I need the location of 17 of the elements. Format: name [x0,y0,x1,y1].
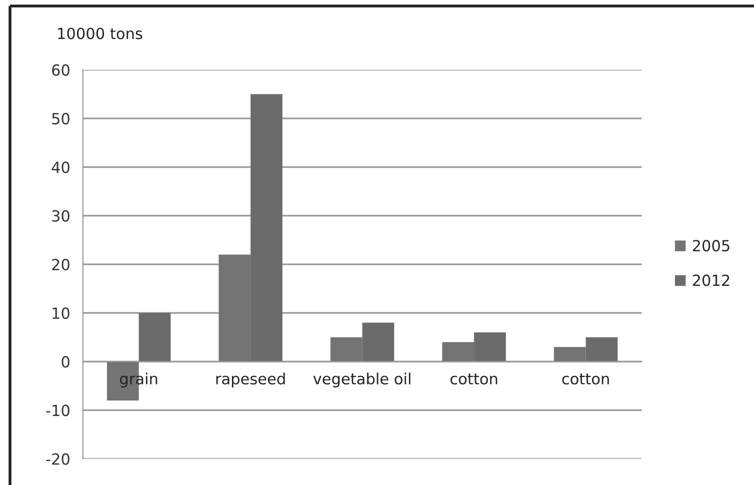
y-tick-label: -10 [46,404,70,416]
y-tick-label: 20 [52,258,70,270]
y-tick-label: 60 [52,64,70,76]
y-tick-label: 50 [52,112,70,124]
bar [138,312,171,362]
legend-label: 2005 [692,240,730,252]
y-tick-label: -20 [46,453,70,465]
x-tick-label: rapeseed [216,372,285,388]
y-tick-label: 0 [62,356,70,368]
x-tick-label: vegetable oil [313,372,410,388]
y-axis-title: 10000 tons [58,28,142,40]
x-tick-label: cotton [562,374,609,385]
y-tick-label: 30 [52,210,70,222]
x-tick-label: cotton [450,374,498,385]
y-tick-label: 10 [52,307,70,319]
y-tick-label: 40 [52,162,70,174]
legend-label: 2012 [692,274,730,286]
